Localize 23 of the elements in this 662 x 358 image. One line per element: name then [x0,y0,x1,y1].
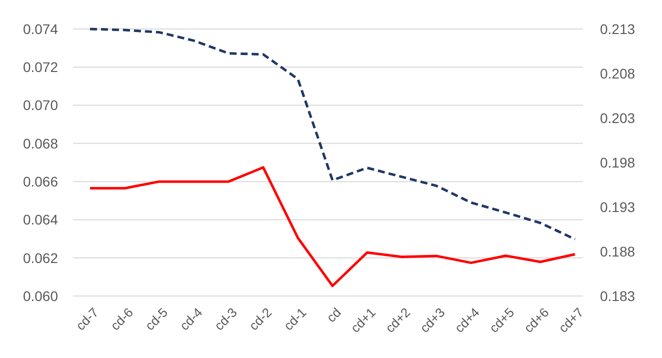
y2-tick-label: 0.193 [600,198,636,215]
line-series [88,28,576,240]
y-tick-label: 0.074 [22,20,58,37]
y2-tick-label: 0.188 [600,243,636,260]
y-tick-label: 0.070 [22,97,58,114]
y2-tick-label: 0.208 [600,65,636,82]
x-tick-label: cd-3 [211,304,240,334]
y2-tick-label: 0.203 [600,110,636,126]
x-tick-label: cd [324,304,344,326]
y2-tick-label: 0.213 [600,20,636,37]
x-tick-label: cd-4 [176,304,206,334]
y-tick-label: 0.066 [22,173,58,190]
x-tick-label: cd-2 [246,304,275,334]
x-tick-label: cd-6 [107,304,136,334]
line-series [88,166,576,288]
y2-tick-label: 0.183 [600,288,636,304]
x-tick-label: cd-1 [280,304,310,334]
y-tick-label: 0.062 [22,250,58,266]
y-tick-label: 0.064 [22,212,58,228]
y-tick-label: 0.068 [22,135,58,152]
y-tick-label: 0.060 [22,288,58,304]
y-tick-label: 0.072 [22,59,58,76]
y2-tick-label: 0.198 [600,154,636,170]
